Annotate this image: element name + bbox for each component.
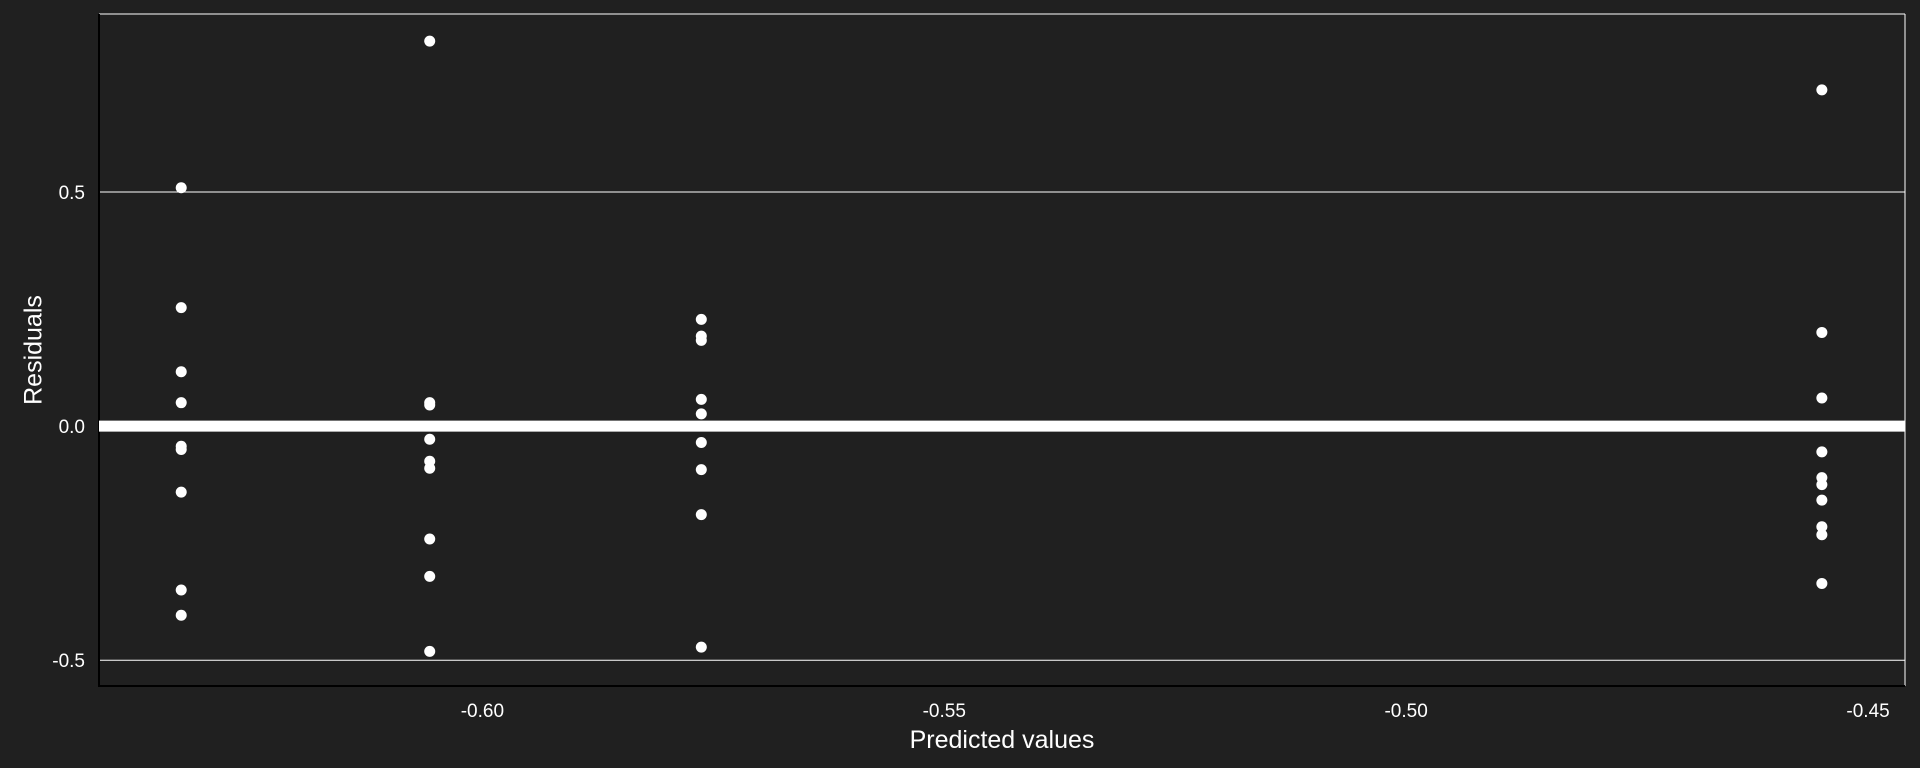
y-tick-label: 0.5: [59, 183, 85, 204]
data-point: [175, 609, 187, 621]
data-point: [1816, 326, 1828, 338]
data-point: [175, 182, 187, 194]
data-point: [424, 35, 436, 47]
x-tick-labels: -0.60 -0.55 -0.50 -0.45: [461, 701, 1890, 722]
data-point: [175, 584, 187, 596]
y-tick-labels: -0.5 0.0 0.5: [52, 183, 85, 672]
y-tick-label: 0.0: [59, 417, 85, 438]
x-tick-label: -0.60: [461, 701, 504, 722]
data-point: [1816, 479, 1828, 491]
data-point: [424, 433, 436, 445]
data-point: [695, 334, 707, 346]
x-axis-title: Predicted values: [910, 726, 1095, 754]
data-point: [1816, 392, 1828, 404]
x-tick-label: -0.55: [923, 701, 966, 722]
gridlines: [99, 191, 1905, 661]
data-point: [695, 509, 707, 521]
data-point: [175, 486, 187, 498]
data-point: [695, 464, 707, 476]
data-point: [424, 570, 436, 582]
y-tick-label: -0.5: [52, 651, 85, 672]
y-axis-title: Residuals: [20, 295, 48, 405]
x-tick-label: -0.50: [1384, 701, 1427, 722]
data-point: [424, 645, 436, 657]
data-point: [695, 436, 707, 448]
data-point: [175, 366, 187, 378]
data-point: [1816, 529, 1828, 541]
data-point: [175, 444, 187, 456]
data-point: [424, 462, 436, 474]
data-points: [175, 35, 1828, 657]
data-point: [695, 408, 707, 420]
data-point: [695, 313, 707, 325]
data-point: [695, 641, 707, 653]
axes: [98, 13, 1906, 687]
data-point: [1816, 577, 1828, 589]
data-point: [1816, 494, 1828, 506]
data-point: [1816, 446, 1828, 458]
data-point: [175, 397, 187, 409]
data-point: [695, 393, 707, 405]
data-point: [424, 533, 436, 545]
data-point: [175, 302, 187, 314]
x-tick-label: -0.45: [1846, 701, 1889, 722]
data-point: [1816, 521, 1828, 533]
data-point: [424, 399, 436, 411]
data-point: [1816, 84, 1828, 96]
